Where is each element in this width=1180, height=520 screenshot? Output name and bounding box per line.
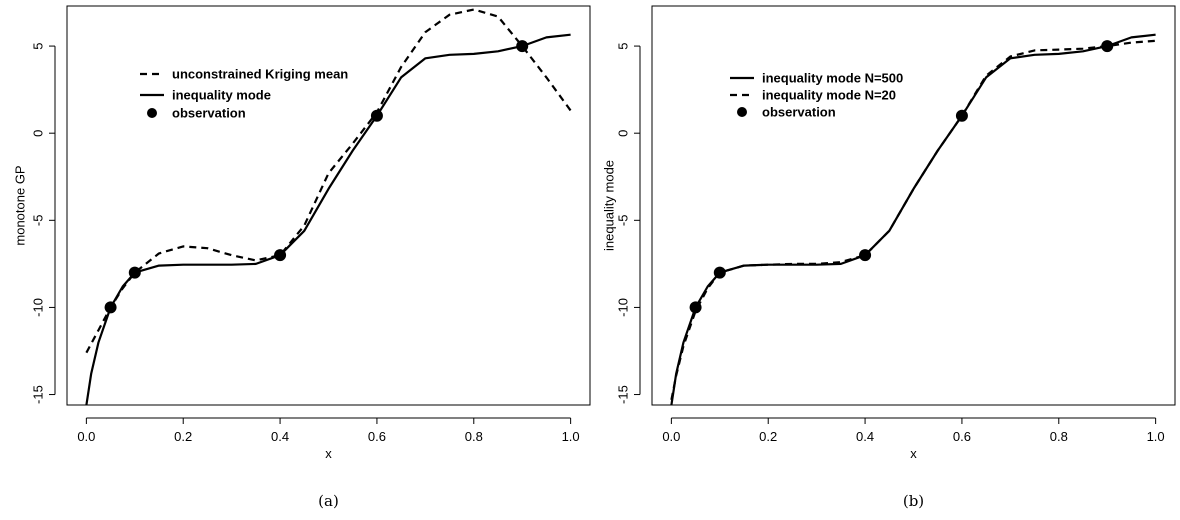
legend-marker-observation	[147, 108, 157, 118]
x-tick-label: 0.4	[271, 429, 289, 444]
observation-point	[274, 249, 287, 262]
x-tick-label: 1.0	[1147, 429, 1165, 444]
x-tick-label: 0.6	[368, 429, 386, 444]
y-tick-label: -5	[31, 215, 46, 227]
panel-caption: (b)	[903, 492, 924, 510]
legend-marker-observation	[737, 107, 747, 117]
y-axis-label: inequality mode	[602, 160, 617, 251]
legend-label: inequality mode	[172, 88, 271, 103]
series-line-dashed	[670, 39, 1156, 401]
observation-point	[370, 109, 383, 122]
legend-label: unconstrained Kriging mean	[172, 67, 348, 82]
y-tick-label: -15	[616, 385, 631, 404]
observation-point	[689, 301, 702, 314]
observation-point	[955, 109, 968, 122]
legend: unconstrained Kriging mean inequality mod…	[140, 67, 348, 121]
observation-point	[128, 266, 141, 279]
x-tick-label: 0.4	[856, 429, 874, 444]
series-line-solid	[85, 33, 571, 405]
x-tick-label: 0.0	[77, 429, 95, 444]
x-tick-label: 0.8	[1050, 429, 1068, 444]
panel-caption: (a)	[318, 492, 339, 510]
y-axis-label: monotone GP	[13, 165, 28, 245]
series-line-solid	[670, 33, 1156, 405]
x-axis-label: x	[325, 446, 332, 461]
x-tick-label: 0.8	[465, 429, 483, 444]
y-tick-label: 0	[616, 130, 631, 137]
legend-label: inequality mode N=20	[762, 88, 896, 103]
chart-panel-a: 0.0 0.2 0.4 0.6 0.8 1.0 -15 -10 -5 0 5 x monotone GP…	[13, 5, 591, 510]
observation-point	[1101, 40, 1114, 53]
legend-label: observation	[172, 106, 246, 121]
observation-point	[104, 301, 117, 314]
chart-panel-b: 0.0 0.2 0.4 0.6 0.8 1.0 -15 -10 -5 0 5 x inequality …	[602, 5, 1176, 510]
x-tick-label: 0.0	[662, 429, 680, 444]
y-tick-label: -10	[31, 298, 46, 317]
observation-point	[859, 249, 872, 262]
y-tick-label: -5	[616, 215, 631, 227]
observation-point	[516, 40, 529, 53]
series-line-dashed	[85, 8, 572, 354]
x-tick-label: 1.0	[562, 429, 580, 444]
x-tick-label: 0.2	[759, 429, 777, 444]
y-tick-label: -10	[616, 298, 631, 317]
y-tick-label: 5	[31, 42, 46, 49]
plot-frame	[66, 5, 591, 406]
y-tick-label: 5	[616, 42, 631, 49]
x-axis-label: x	[910, 446, 917, 461]
legend-label: observation	[762, 105, 836, 120]
y-tick-label: -15	[31, 385, 46, 404]
x-tick-label: 0.6	[953, 429, 971, 444]
plot-frame	[651, 5, 1176, 406]
observation-point	[713, 266, 726, 279]
legend: inequality mode N=500 inequality mode N=2…	[730, 71, 903, 120]
y-tick-label: 0	[31, 130, 46, 137]
legend-label: inequality mode N=500	[762, 71, 903, 86]
x-tick-label: 0.2	[174, 429, 192, 444]
